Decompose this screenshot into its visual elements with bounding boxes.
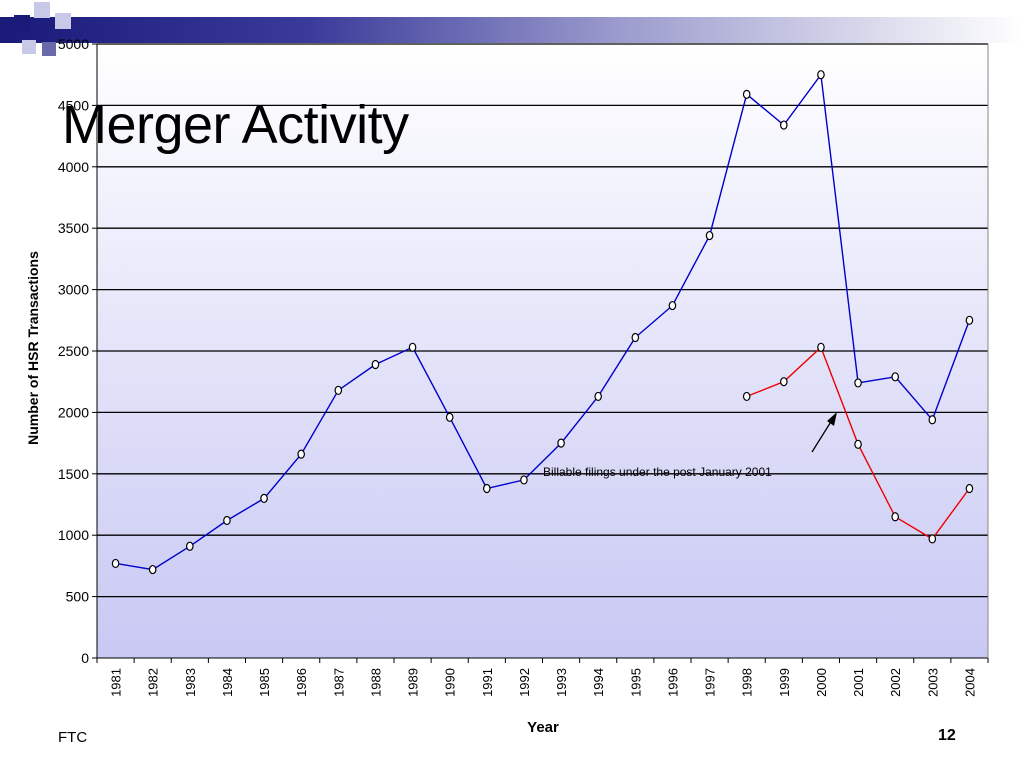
x-tick-label: 1998: [740, 668, 755, 697]
x-tick-label: 1987: [331, 668, 346, 697]
series-1-point: [334, 385, 343, 395]
x-tick-label: 1996: [665, 668, 680, 697]
decorative-square-5: [42, 42, 56, 56]
series-1-point: [408, 342, 417, 352]
series-1-point: [780, 120, 788, 130]
x-tick-label: 1989: [406, 668, 421, 697]
series-2-point: [854, 439, 862, 449]
series-1-point: [297, 449, 305, 459]
decorative-square-3: [55, 13, 71, 29]
series-2-point: [928, 534, 937, 544]
series-line-1: [115, 72, 971, 571]
page-number: 12: [938, 727, 956, 744]
x-tick-label: 1984: [220, 668, 235, 697]
x-tick-label: 2001: [851, 668, 866, 697]
series-1-point: [594, 391, 602, 402]
series-1-point: [668, 300, 677, 311]
series-2-point: [891, 512, 899, 522]
y-tick-label: 0: [81, 650, 89, 666]
chart-annotation: Billable filings under the post January …: [543, 465, 772, 479]
series-1-point: [260, 493, 268, 503]
y-tick-label: 3000: [58, 282, 89, 298]
annotation-arrow-head: [827, 412, 837, 426]
x-tick-label: 1982: [146, 668, 161, 697]
series-1-point: [854, 378, 862, 388]
x-tick-label: 1985: [257, 668, 272, 697]
x-tick-label: 1988: [368, 668, 383, 697]
y-tick-label: 4000: [58, 159, 89, 175]
x-tick-label: 1986: [294, 668, 309, 697]
decorative-square-2: [34, 2, 50, 18]
decorative-square-1: [14, 15, 30, 31]
series-1-point: [223, 515, 231, 526]
series-2-point: [965, 483, 974, 494]
x-tick-label: 1983: [183, 668, 198, 697]
series-2-point: [742, 391, 751, 402]
y-tick-label: 4500: [58, 97, 89, 113]
x-tick-label: 1993: [554, 668, 569, 697]
x-tick-label: 1995: [628, 668, 643, 697]
series-1-point: [371, 359, 380, 370]
y-tick-label: 1000: [58, 527, 89, 543]
series-1-point: [520, 475, 528, 485]
annotation-arrow-line: [811, 419, 833, 453]
x-tick-label: 2002: [888, 668, 903, 697]
x-tick-label: 2004: [962, 668, 977, 697]
series-1-point: [445, 412, 454, 422]
series-1-point: [557, 438, 565, 448]
x-tick-label: 1992: [517, 668, 532, 697]
series-1-point: [742, 89, 751, 99]
slide-title: Merger Activity: [62, 95, 409, 155]
y-tick-label: 2500: [58, 343, 89, 359]
series-1-point: [705, 230, 714, 241]
y-tick-label: 500: [66, 589, 90, 605]
series-1-point: [631, 332, 640, 343]
series-1-point: [186, 541, 194, 551]
series-1-point: [965, 315, 974, 325]
x-tick-label: 1981: [109, 668, 124, 697]
x-tick-label: 1994: [591, 668, 606, 697]
series-1-point: [111, 558, 120, 569]
y-tick-label: 2000: [58, 404, 89, 420]
series-1-point: [817, 70, 825, 80]
x-tick-label: 2003: [925, 668, 940, 697]
x-tick-label: 1990: [443, 668, 458, 697]
y-tick-label: 3500: [58, 220, 89, 236]
x-tick-label: 1991: [480, 668, 495, 697]
footer-label: FTC: [58, 729, 88, 746]
x-axis-title: Year: [527, 719, 559, 736]
series-2-point: [780, 377, 788, 387]
decorative-square-4: [22, 40, 36, 54]
series-1-point: [891, 372, 899, 382]
series-1-point: [483, 483, 491, 494]
series-1-point: [148, 564, 157, 575]
series-1-point: [928, 415, 937, 425]
x-tick-label: 1999: [777, 668, 792, 697]
y-axis-title: Number of HSR Transactions: [25, 251, 41, 445]
y-tick-label: 1500: [58, 466, 89, 482]
y-tick-label: 5000: [58, 36, 89, 52]
series-2-point: [817, 342, 825, 352]
x-tick-label: 1997: [703, 668, 718, 697]
x-tick-label: 2000: [814, 668, 829, 697]
header-bar: [0, 17, 1024, 43]
